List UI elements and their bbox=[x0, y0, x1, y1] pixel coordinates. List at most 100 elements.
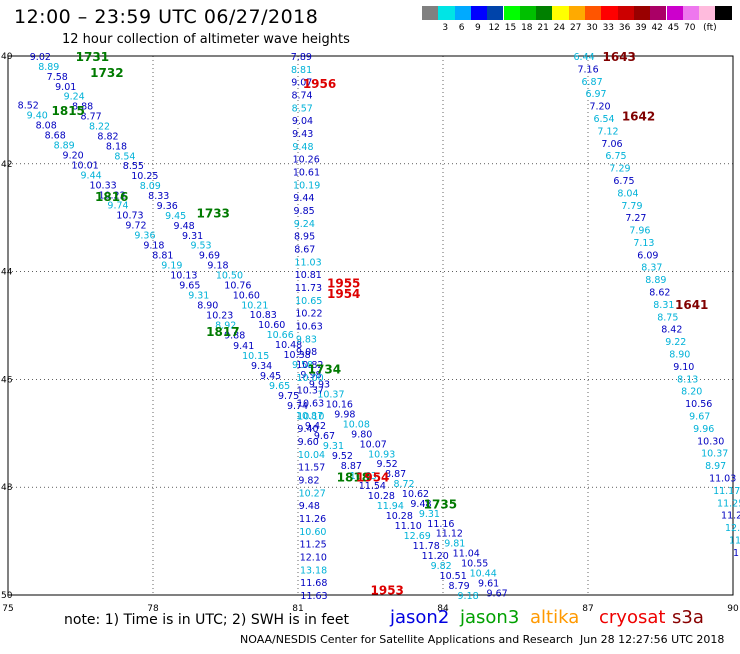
swh-value: 9.67 bbox=[314, 431, 335, 442]
swh-value: 8.09 bbox=[140, 181, 161, 192]
swh-value: 7.20 bbox=[589, 102, 610, 113]
swh-value: 10.50 bbox=[216, 270, 243, 281]
swh-value: 11.26 bbox=[299, 514, 326, 525]
swh-value: 11.03 bbox=[294, 257, 321, 268]
scale-swatch bbox=[422, 6, 439, 20]
swh-value: 10.13 bbox=[170, 271, 197, 282]
scale-tick-label: 24 bbox=[553, 23, 566, 33]
pass-time-label: 1731 bbox=[76, 50, 109, 64]
pass-time-label: 1818 bbox=[337, 470, 370, 484]
swh-value: 9.01 bbox=[55, 82, 76, 93]
swh-value: 11.17 bbox=[713, 486, 740, 497]
pass-time-label: 1642 bbox=[622, 109, 655, 123]
swh-value: 11.16 bbox=[427, 519, 454, 530]
swh-value: 9.44 bbox=[293, 193, 314, 204]
swh-value: 8.72 bbox=[393, 479, 414, 490]
swh-value: 7.27 bbox=[625, 213, 646, 224]
swh-value: 10.38 bbox=[284, 350, 311, 361]
scale-tick-label: 12 bbox=[488, 23, 500, 33]
swh-value: 8.89 bbox=[54, 141, 75, 152]
swh-value: 8.87 bbox=[341, 461, 362, 472]
swh-value: 9.52 bbox=[332, 451, 353, 462]
pass-time-label: 1817 bbox=[206, 325, 239, 339]
swh-value: 8.89 bbox=[645, 275, 666, 286]
swh-value: 8.89 bbox=[38, 62, 59, 73]
swh-value: 10.10 bbox=[297, 411, 324, 422]
swh-value: 8.67 bbox=[294, 245, 315, 256]
swh-value: 11.2 bbox=[721, 511, 740, 522]
swh-value: 6.09 bbox=[637, 250, 658, 261]
scale-swatch bbox=[454, 6, 471, 20]
swh-value: 9.24 bbox=[64, 92, 85, 103]
swh-value: 8.42 bbox=[661, 325, 682, 336]
swh-value: 9.08 bbox=[296, 347, 317, 358]
legend-s3a: s3a bbox=[672, 607, 704, 628]
swh-value: 10.07 bbox=[360, 439, 387, 450]
legend-cryosat: cryosat bbox=[599, 607, 666, 628]
swh-value: 11.68 bbox=[300, 578, 327, 589]
swh-value: 11.10 bbox=[395, 521, 422, 532]
swh-value: 7.96 bbox=[629, 226, 650, 237]
lon-tick-label: 87 bbox=[582, 604, 593, 614]
swh-value: 10.30 bbox=[697, 436, 724, 447]
swh-value: 11. bbox=[729, 535, 740, 546]
swh-value: 8.08 bbox=[36, 121, 57, 132]
scale-tick-label: 30 bbox=[586, 23, 598, 33]
swh-value: 9.43 bbox=[292, 129, 313, 140]
swh-value: 9.65 bbox=[179, 281, 200, 292]
swh-value: 8.97 bbox=[705, 461, 726, 472]
swh-value: 8.04 bbox=[617, 188, 638, 199]
scale-swatch bbox=[699, 6, 716, 20]
swh-value: 12.0 bbox=[725, 523, 740, 534]
scale-swatch bbox=[650, 6, 667, 20]
swh-value: 10.83 bbox=[250, 310, 277, 321]
swh-value: 12.10 bbox=[300, 553, 327, 564]
pass-time-label: 1735 bbox=[424, 497, 457, 511]
swh-value: 10.27 bbox=[299, 488, 326, 499]
lon-tick-label: 90 bbox=[727, 604, 739, 614]
swh-value: 9.34 bbox=[251, 361, 272, 372]
swh-value: 9.18 bbox=[207, 261, 228, 272]
swh-value: 8.37 bbox=[641, 263, 662, 274]
lat-tick-label: 42 bbox=[1, 160, 12, 170]
swh-value: 9.98 bbox=[300, 370, 321, 381]
swh-value: 11.78 bbox=[413, 541, 440, 552]
swh-value: 10.26 bbox=[293, 155, 320, 166]
scale-tick-label: 39 bbox=[635, 23, 647, 33]
swh-value: 7.79 bbox=[621, 201, 642, 212]
swh-value: 10.63 bbox=[350, 471, 377, 482]
scale-tick-label: 18 bbox=[521, 23, 533, 33]
lon-tick-label: 75 bbox=[2, 604, 13, 614]
swh-value: 8.87 bbox=[385, 469, 406, 480]
pass-time-label: 1641 bbox=[675, 298, 708, 312]
swh-value: 9.69 bbox=[199, 251, 220, 262]
swh-value: 10.16 bbox=[326, 400, 353, 411]
swh-value: 8.92 bbox=[215, 321, 236, 332]
pass-time-label: 1643 bbox=[603, 50, 636, 64]
swh-value: 10.65 bbox=[295, 296, 322, 307]
swh-value: 9.18 bbox=[143, 241, 164, 252]
swh-value: 7.06 bbox=[601, 139, 622, 150]
swh-value: 9.60 bbox=[298, 437, 319, 448]
scale-tick-label: 45 bbox=[667, 23, 680, 33]
swh-value: 10.55 bbox=[461, 559, 488, 570]
swh-value: 10.93 bbox=[368, 449, 395, 460]
swh-value: 10.63 bbox=[297, 399, 324, 410]
swh-value: 11.94 bbox=[377, 501, 404, 512]
swh-value: 10.01 bbox=[72, 161, 99, 172]
legend-jason2: jason2 bbox=[390, 607, 450, 628]
lat-tick-label: 50 bbox=[1, 591, 13, 601]
swh-value: 11.73 bbox=[295, 283, 322, 294]
swh-value: 8.82 bbox=[97, 131, 118, 142]
swh-value: 11.57 bbox=[298, 463, 325, 474]
pass-time-label: 1954 bbox=[356, 470, 389, 484]
swh-value: 10.48 bbox=[275, 340, 302, 351]
swh-value: 11.54 bbox=[359, 481, 386, 492]
swh-value: 9.18 bbox=[458, 591, 479, 602]
swh-value: 9.31 bbox=[419, 509, 440, 520]
swh-value: 9.44 bbox=[81, 171, 102, 182]
map-frame bbox=[7, 55, 734, 596]
swh-value: 9.04 bbox=[292, 116, 313, 127]
swh-value: 9.53 bbox=[190, 241, 211, 252]
